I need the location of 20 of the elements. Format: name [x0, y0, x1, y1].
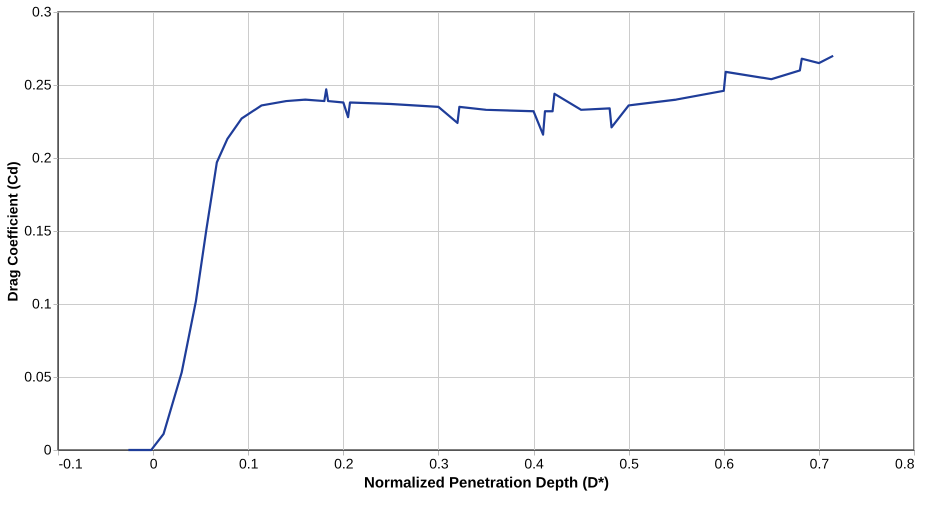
- x-tick-label: 0.3: [429, 456, 449, 472]
- y-axis-title: Drag Coefficient (Cd): [4, 162, 20, 302]
- y-tick-label: 0.25: [24, 76, 52, 92]
- y-tick-label: 0.1: [32, 296, 52, 312]
- y-tick-label: 0.2: [32, 150, 52, 166]
- y-tick-label: 0.05: [24, 368, 52, 384]
- x-tick-label: 0.5: [619, 456, 640, 472]
- x-tick-label: 0.7: [810, 456, 830, 472]
- x-axis-title: Normalized Penetration Depth (D*): [364, 474, 610, 492]
- y-tick-label: 0.3: [32, 4, 52, 20]
- x-tick-label: 0.6: [714, 456, 734, 472]
- y-tick-label: 0.15: [24, 222, 52, 238]
- y-tick-label: 0: [44, 442, 52, 458]
- line-series: [127, 54, 834, 452]
- x-tick-label: 0.4: [524, 456, 544, 472]
- x-tick-label: 0.8: [895, 456, 915, 472]
- x-tick-label: 0.2: [334, 456, 354, 472]
- x-tick-label: 0.1: [238, 456, 259, 472]
- x-tick-label: -0.1: [58, 456, 83, 472]
- x-tick-label: 0: [150, 456, 158, 472]
